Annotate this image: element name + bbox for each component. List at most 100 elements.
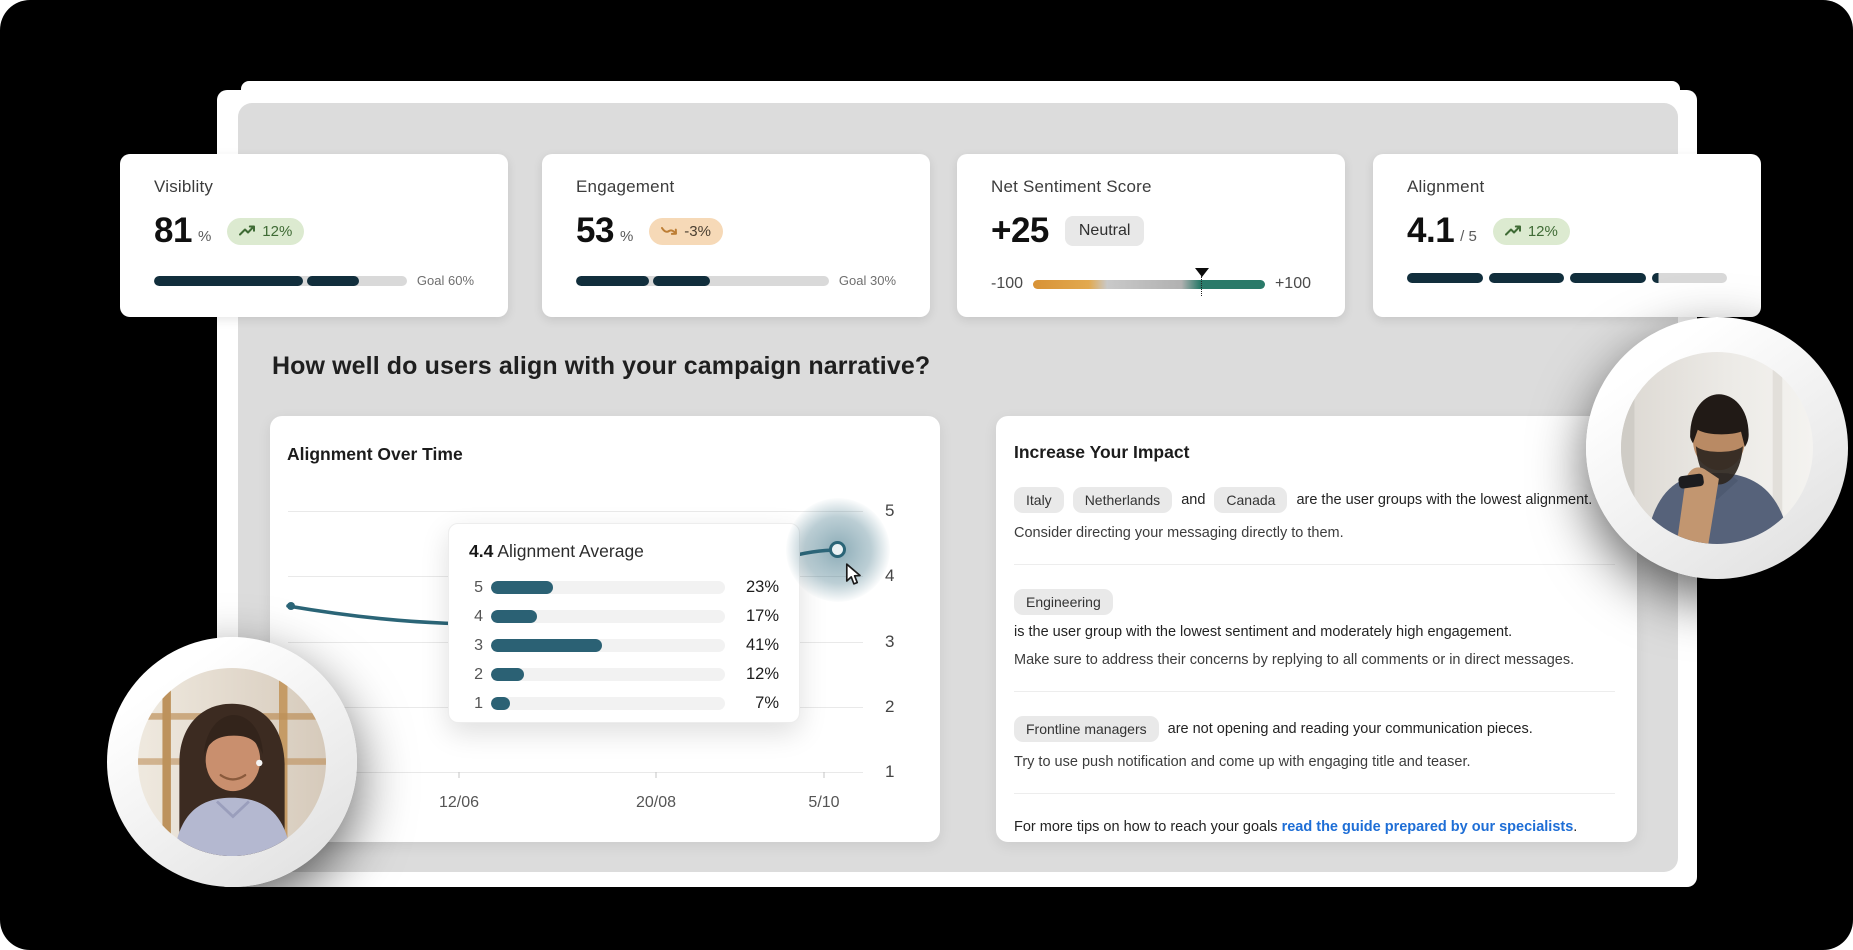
score-label: 1 — [474, 694, 483, 712]
kpi-card-alignment: Alignment 4.1 / 5 12% — [1373, 154, 1761, 317]
trend-badge: -3% — [649, 217, 723, 245]
guide-link[interactable]: read the guide prepared by our specialis… — [1281, 819, 1574, 835]
distribution-percent: 7% — [755, 694, 779, 712]
gauge-min-label: -100 — [991, 275, 1024, 292]
kpi-value: 53 — [576, 211, 614, 250]
sentiment-badge: Neutral — [1064, 216, 1145, 246]
gridline — [288, 511, 863, 512]
y-axis-tick-label: 3 — [885, 631, 895, 651]
score-label: 4 — [474, 607, 483, 625]
sentiment-gauge — [1033, 267, 1265, 296]
distribution-bar-fill — [491, 610, 538, 623]
goal-progress-bar — [154, 275, 407, 286]
impact-section-detail: Make sure to address their concerns by r… — [1014, 652, 1575, 668]
distribution-bar-fill — [491, 639, 603, 652]
y-axis-tick-label: 4 — [885, 566, 895, 586]
trend-badge-label: 12% — [1527, 222, 1558, 240]
x-axis-tick — [458, 772, 460, 778]
goal-progress-bar — [576, 275, 829, 286]
tooltip-value: 4.4 — [469, 541, 494, 561]
alignment-segment — [1570, 273, 1646, 283]
alignment-chart-card: Alignment Over Time 5 4 3 2 1 12/06 20/08 5/10… — [270, 416, 940, 842]
y-axis-tick-label: 2 — [885, 696, 895, 716]
x-axis-tick-label: 20/08 — [635, 794, 677, 811]
distribution-bar-track — [491, 639, 725, 652]
tooltip-distribution-row: 5 23% — [469, 573, 779, 602]
impact-section-lead: Frontline managers are not opening and re… — [1014, 716, 1615, 742]
kpi-value: 4.1 — [1407, 211, 1455, 250]
kpi-value: +25 — [991, 211, 1049, 250]
distribution-bar-track — [491, 668, 725, 681]
progress-fill-past-goal — [653, 275, 711, 286]
gauge-max-label: +100 — [1274, 275, 1311, 292]
page-title: How well do users align with your campai… — [272, 352, 931, 380]
kpi-unit: / 5 — [1460, 227, 1477, 245]
alignment-segment — [1488, 273, 1564, 283]
x-axis-tick-label: 5/10 — [808, 794, 840, 811]
user-group-chip: Engineering — [1014, 589, 1113, 615]
kpi-card-net-sentiment: Net Sentiment Score +25 Neutral -100 +10… — [957, 154, 1345, 317]
kpi-unit: % — [619, 227, 634, 245]
kpi-title: Alignment — [1407, 177, 1485, 196]
distribution-bar-fill — [491, 668, 524, 681]
avatar-woman — [107, 637, 357, 887]
distribution-percent: 23% — [745, 578, 779, 596]
gauge-marker-triangle-icon — [1195, 267, 1210, 277]
alignment-segment-bar — [1407, 273, 1727, 283]
kpi-title: Visiblity — [154, 177, 214, 196]
x-axis-tick — [655, 772, 657, 778]
mouse-cursor-icon — [845, 563, 861, 585]
user-group-chip: Frontline managers — [1014, 716, 1159, 742]
x-axis-tick-label: 12/06 — [438, 794, 480, 811]
distribution-bar-fill — [491, 697, 510, 710]
trend-up-icon — [239, 225, 256, 236]
distribution-percent: 12% — [745, 665, 779, 683]
impact-section-lead: Engineering is the user group with the lo… — [1014, 589, 1615, 640]
distribution-bar-track — [491, 610, 725, 623]
goal-label: Goal 30% — [838, 273, 896, 288]
gauge-marker-dotted-line — [1201, 275, 1203, 296]
highlighted-data-point[interactable] — [829, 541, 846, 558]
goal-label: Goal 60% — [416, 273, 474, 288]
kpi-title: Engagement — [576, 177, 675, 196]
tooltip-label: Alignment Average — [497, 541, 644, 561]
progress-fill-past-goal — [307, 275, 359, 286]
trend-badge: 12% — [227, 217, 305, 245]
alignment-line-chart[interactable]: 5 4 3 2 1 12/06 20/08 5/10 4.4 Alignment Averag… — [286, 498, 894, 811]
progress-fill-to-goal — [154, 275, 304, 286]
impact-text: are the user groups with the lowest alig… — [1296, 492, 1593, 508]
impact-card-sections: Italy Netherlands and Canada are the user gr… — [1014, 463, 1615, 793]
y-axis-tick-label: 5 — [885, 501, 895, 520]
distribution-percent: 17% — [745, 607, 779, 625]
alignment-segment — [1407, 273, 1483, 283]
alignment-segment — [1651, 273, 1727, 283]
impact-text: are not opening and reading your communi… — [1167, 721, 1533, 737]
distribution-bar-track — [491, 697, 725, 710]
chart-tooltip: 4.4 Alignment Average 5 23% 4 17% 3 41% 2 12% 1 7% — [448, 523, 800, 723]
trend-badge: 12% — [1492, 217, 1570, 245]
man-customer-photo — [1621, 352, 1813, 544]
progress-fill-to-goal — [576, 275, 650, 286]
tooltip-distribution-row: 3 41% — [469, 631, 779, 660]
series-start-dot — [287, 602, 295, 610]
avatar-man — [1586, 317, 1848, 579]
trend-down-icon — [661, 227, 678, 235]
impact-text: is the user group with the lowest sentim… — [1014, 624, 1513, 640]
y-axis-tick-label: 1 — [885, 762, 895, 781]
tooltip-distribution-row: 4 17% — [469, 602, 779, 631]
tooltip-distribution-row: 2 12% — [469, 660, 779, 689]
impact-section-lead: Italy Netherlands and Canada are the user gr… — [1014, 487, 1615, 513]
tooltip-distribution-row: 1 7% — [469, 689, 779, 718]
impact-section: Frontline managers are not opening and re… — [1014, 691, 1615, 793]
increase-impact-card: Increase Your Impact Italy Netherlands and… — [996, 416, 1637, 842]
impact-card-title: Increase Your Impact — [1014, 442, 1190, 462]
gauge-marker — [1195, 267, 1210, 298]
woman-customer-photo — [138, 668, 326, 856]
user-group-chip: Italy — [1014, 487, 1064, 513]
footer-suffix: . — [1573, 819, 1578, 835]
trend-up-icon — [1504, 225, 1521, 236]
user-group-chip: Canada — [1214, 487, 1288, 513]
score-label: 5 — [474, 578, 483, 596]
score-label: 3 — [474, 636, 483, 654]
